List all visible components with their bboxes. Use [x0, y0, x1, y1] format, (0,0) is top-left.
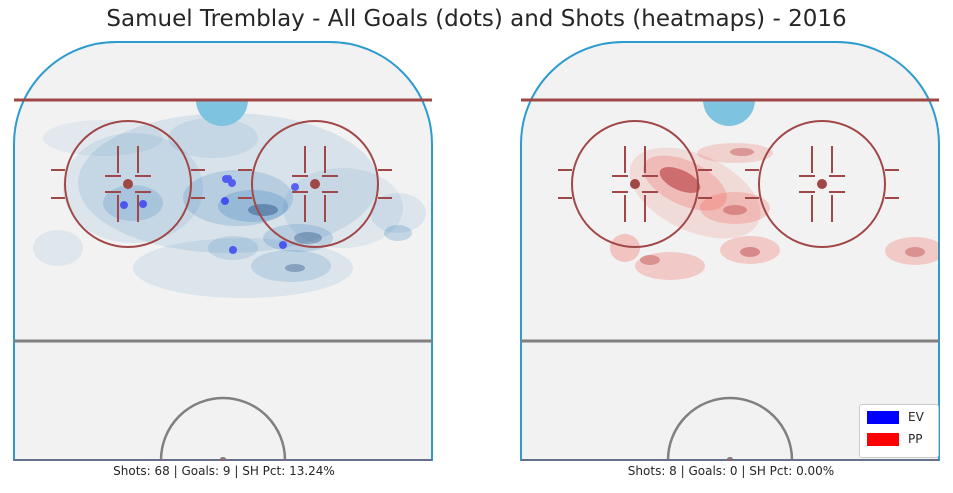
- ev-rink-chart: [13, 41, 433, 461]
- goal-dot: [291, 183, 299, 191]
- goal-dot: [221, 197, 229, 205]
- center-circle: [666, 396, 794, 461]
- legend-label-pp: PP: [908, 432, 923, 446]
- legend-swatch-pp: [867, 432, 899, 446]
- goal-dot: [279, 241, 287, 249]
- legend: EV PP: [859, 404, 939, 458]
- legend-item-ev: EV: [867, 410, 924, 424]
- goal-dot: [139, 200, 147, 208]
- pp-shot-heatmap: [610, 143, 939, 280]
- center-circle: [159, 396, 287, 461]
- ev-shot-heatmap: [33, 113, 426, 298]
- left-faceoff-circle: [558, 120, 712, 248]
- goal-crease: [196, 100, 248, 126]
- legend-item-pp: PP: [867, 432, 922, 446]
- legend-swatch-ev: [867, 410, 899, 424]
- ev-stats-caption: Shots: 68 | Goals: 9 | SH Pct: 13.24%: [113, 464, 335, 478]
- left-faceoff-circle: [51, 120, 205, 248]
- goal-dot: [120, 201, 128, 209]
- ev-goal-dots: [120, 175, 299, 254]
- goal-dot: [229, 246, 237, 254]
- right-faceoff-circle: [238, 120, 392, 248]
- goal-dot: [228, 179, 236, 187]
- legend-label-ev: EV: [908, 410, 924, 424]
- goal-crease: [703, 100, 755, 126]
- pp-stats-caption: Shots: 8 | Goals: 0 | SH Pct: 0.00%: [627, 464, 835, 478]
- right-faceoff-circle: [745, 120, 899, 248]
- goal-dot: [226, 175, 232, 181]
- chart-title: Samuel Tremblay - All Goals (dots) and S…: [106, 6, 847, 32]
- pp-rink-chart: [520, 41, 940, 461]
